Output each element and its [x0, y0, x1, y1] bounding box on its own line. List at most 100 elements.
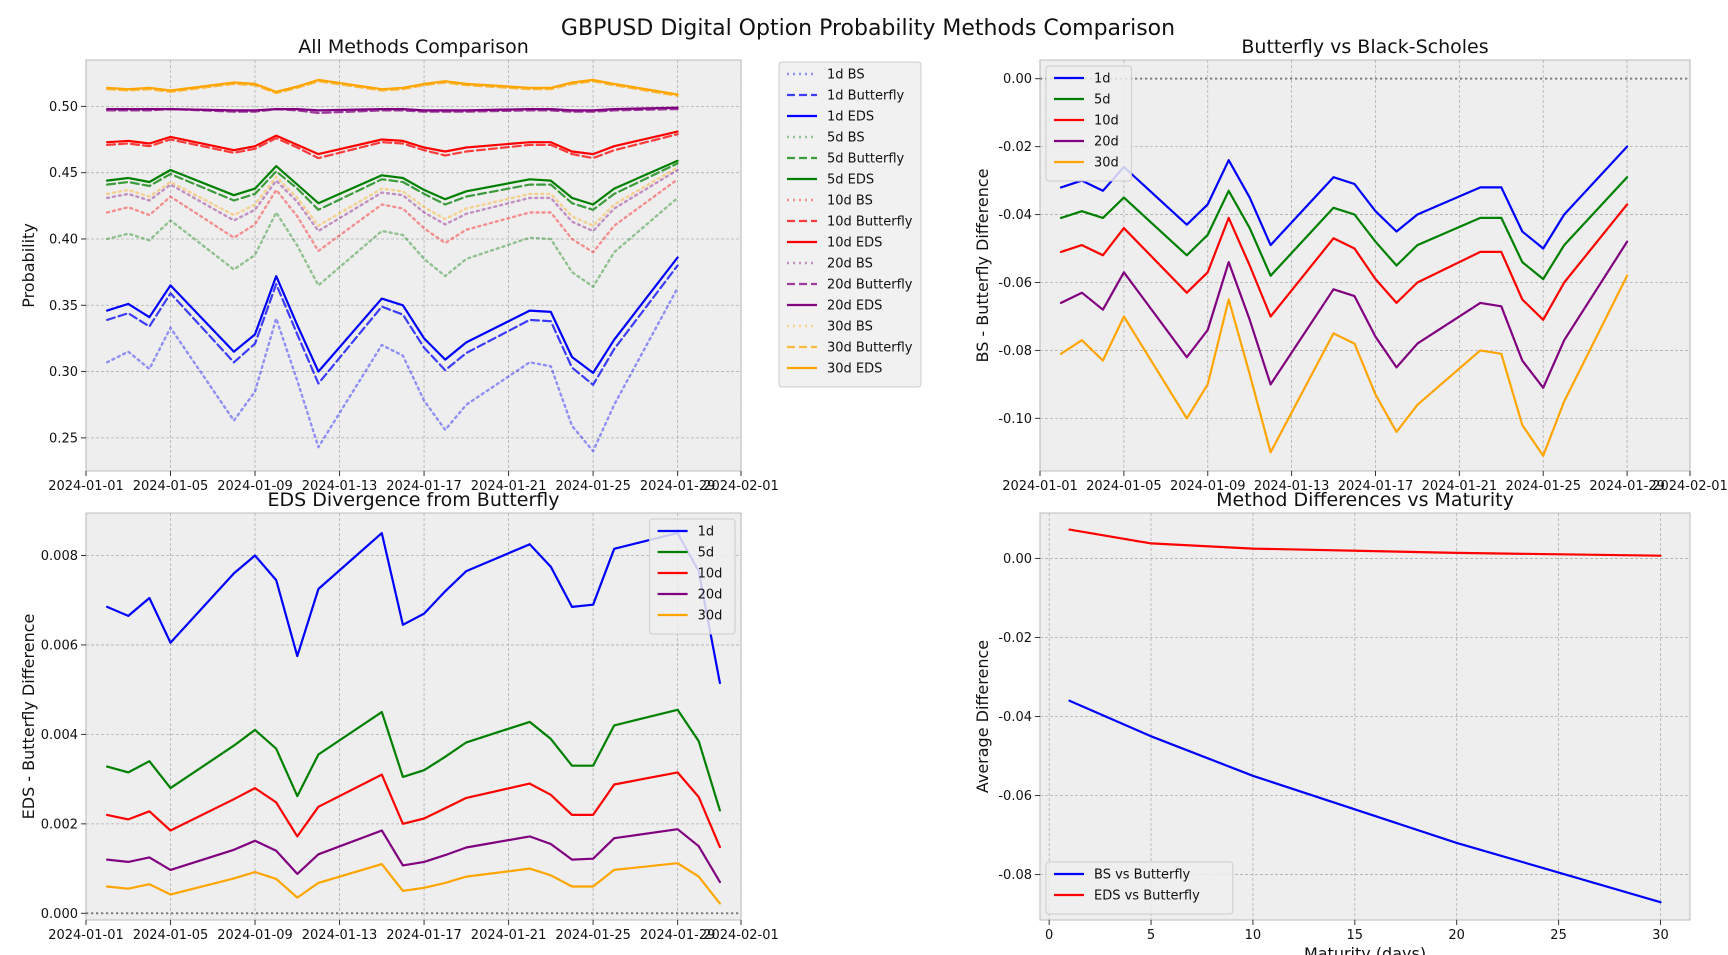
y-tick-label: 0.35	[49, 299, 78, 314]
y-tick-label: 0.40	[49, 232, 78, 247]
series-line-1d	[105, 531, 722, 685]
series-line-5d-butterfly	[105, 162, 679, 211]
legend-label: EDS vs Butterfly	[1094, 889, 1200, 904]
legend: 1d 5d 10d 20d 30d	[1045, 65, 1132, 182]
y-tick-label: -0.06	[998, 789, 1032, 804]
y-tick-label: 0.00	[1003, 552, 1032, 567]
legend-label: 20d Butterfly	[827, 278, 913, 293]
x-tick-label: 2024-01-29	[640, 479, 716, 494]
legend-label: 20d BS	[827, 257, 873, 272]
legend-label: 1d	[698, 525, 715, 540]
series-line-20d-bs	[105, 168, 679, 233]
panel-diff_vs_maturity: 0 5 10 15 20 25 30 -0.08 -0.06 -0.04 -0.02 0.00 Meth…	[973, 489, 1691, 955]
x-tick-label: 2024-01-01	[48, 479, 124, 494]
series-line-eds-vs-butterfly	[1068, 528, 1662, 557]
x-tick-label: 2024-01-13	[302, 928, 378, 943]
legend-box	[1045, 861, 1234, 915]
legend-label: 1d BS	[827, 68, 865, 83]
legend-label: 1d	[1094, 72, 1111, 87]
x-tick-label: 2024-01-09	[217, 479, 293, 494]
panel-all_methods: 2024-01-01 2024-01-05 2024-01-09 2024-01-13…	[19, 36, 922, 494]
x-tick-label: 2024-01-01	[48, 928, 124, 943]
y-tick-label: 0.004	[41, 728, 78, 743]
series-line-20d	[105, 828, 722, 884]
legend-label: 20d	[1094, 135, 1119, 150]
y-tick-label: 0.00	[1003, 72, 1032, 87]
legend: BS vs Butterfly EDS vs Butterfly	[1045, 861, 1234, 915]
legend-label: 5d	[1094, 93, 1111, 108]
x-tick-label: 2024-01-17	[1338, 479, 1414, 494]
y-tick-label: 0.25	[49, 431, 78, 446]
legend-label: 1d EDS	[827, 110, 874, 125]
legend-label: 30d Butterfly	[827, 341, 913, 356]
x-tick-label: 2024-01-09	[217, 928, 293, 943]
legend-label: 10d	[698, 567, 723, 582]
series-line-10d-butterfly	[105, 133, 679, 160]
y-tick-label: -0.08	[998, 868, 1032, 883]
legend: 1d BS 1d Butterfly 1d EDS 5d BS 5d Butterfly…	[778, 61, 922, 388]
series-line-20d	[1059, 240, 1629, 389]
y-tick-label: 0.006	[41, 638, 78, 653]
series-line-10d	[105, 771, 722, 849]
x-axis-label: Maturity (days)	[1304, 944, 1426, 955]
x-tick-label: 2024-01-13	[302, 479, 378, 494]
series-line-1d-butterfly	[105, 264, 679, 386]
legend: 1d 5d 10d 20d 30d	[649, 518, 736, 635]
y-axis-label: EDS - Butterfly Difference	[19, 614, 38, 820]
y-axis-label: BS - Butterfly Difference	[973, 169, 992, 363]
series-line-5d	[1059, 176, 1629, 281]
x-tick-label: 2024-01-25	[555, 479, 631, 494]
legend-label: 10d EDS	[827, 236, 882, 251]
legend-label: 10d	[1094, 114, 1119, 129]
chart-title: EDS Divergence from Butterfly	[268, 489, 560, 511]
series-line-20d-eds	[105, 106, 679, 112]
x-tick-label: 20	[1448, 928, 1465, 943]
series-line-30d	[1059, 274, 1629, 457]
y-tick-label: -0.04	[998, 208, 1032, 223]
figure-suptitle: GBPUSD Digital Option Probability Method…	[561, 16, 1175, 41]
series-line-5d-bs	[105, 196, 679, 288]
legend-label: 30d EDS	[827, 362, 882, 377]
x-tick-label: 2024-02-01	[703, 479, 779, 494]
legend-label: 5d Butterfly	[827, 152, 905, 167]
x-tick-label: 2024-01-29	[640, 928, 716, 943]
x-tick-label: 2024-01-05	[1086, 479, 1162, 494]
y-tick-label: 0.30	[49, 365, 78, 380]
panel-butterfly_vs_bs: 2024-01-01 2024-01-05 2024-01-09 2024-01-13…	[973, 36, 1728, 494]
x-tick-label: 2024-01-21	[471, 928, 547, 943]
y-axis-label: Probability	[19, 223, 38, 308]
series-line-30d-bs	[105, 166, 679, 227]
series-line-10d-bs	[105, 178, 679, 254]
chart-title: Method Differences vs Maturity	[1216, 489, 1514, 511]
series-line-30d-eds	[105, 78, 679, 96]
legend-box	[649, 518, 736, 635]
legend-label: 20d	[698, 588, 723, 603]
series-line-5d-eds	[105, 159, 679, 206]
plot-area-all_methods	[85, 59, 742, 472]
legend-label: 30d BS	[827, 320, 873, 335]
y-tick-label: -0.10	[998, 412, 1032, 427]
series-line-5d	[105, 708, 722, 812]
chart-title: All Methods Comparison	[298, 36, 529, 58]
y-tick-label: 0.002	[41, 817, 78, 832]
y-tick-label: 0.45	[49, 166, 78, 181]
x-tick-label: 10	[1245, 928, 1262, 943]
x-tick-label: 2024-01-17	[386, 479, 462, 494]
legend-box	[1045, 65, 1132, 182]
legend-label: 20d EDS	[827, 299, 882, 314]
x-tick-label: 5	[1147, 928, 1155, 943]
legend-label: BS vs Butterfly	[1094, 868, 1191, 883]
x-tick-label: 2024-01-05	[133, 479, 209, 494]
x-tick-label: 30	[1652, 928, 1669, 943]
y-tick-label: -0.02	[998, 140, 1032, 155]
y-tick-label: 0.50	[49, 100, 78, 115]
x-tick-label: 2024-01-25	[555, 928, 631, 943]
x-tick-label: 25	[1550, 928, 1567, 943]
x-tick-label: 2024-01-21	[1422, 479, 1498, 494]
legend-label: 10d Butterfly	[827, 215, 913, 230]
series-line-30d-butterfly	[105, 80, 679, 97]
legend-label: 10d BS	[827, 194, 873, 209]
x-tick-label: 2024-01-29	[1589, 479, 1665, 494]
x-tick-label: 2024-01-01	[1002, 479, 1078, 494]
